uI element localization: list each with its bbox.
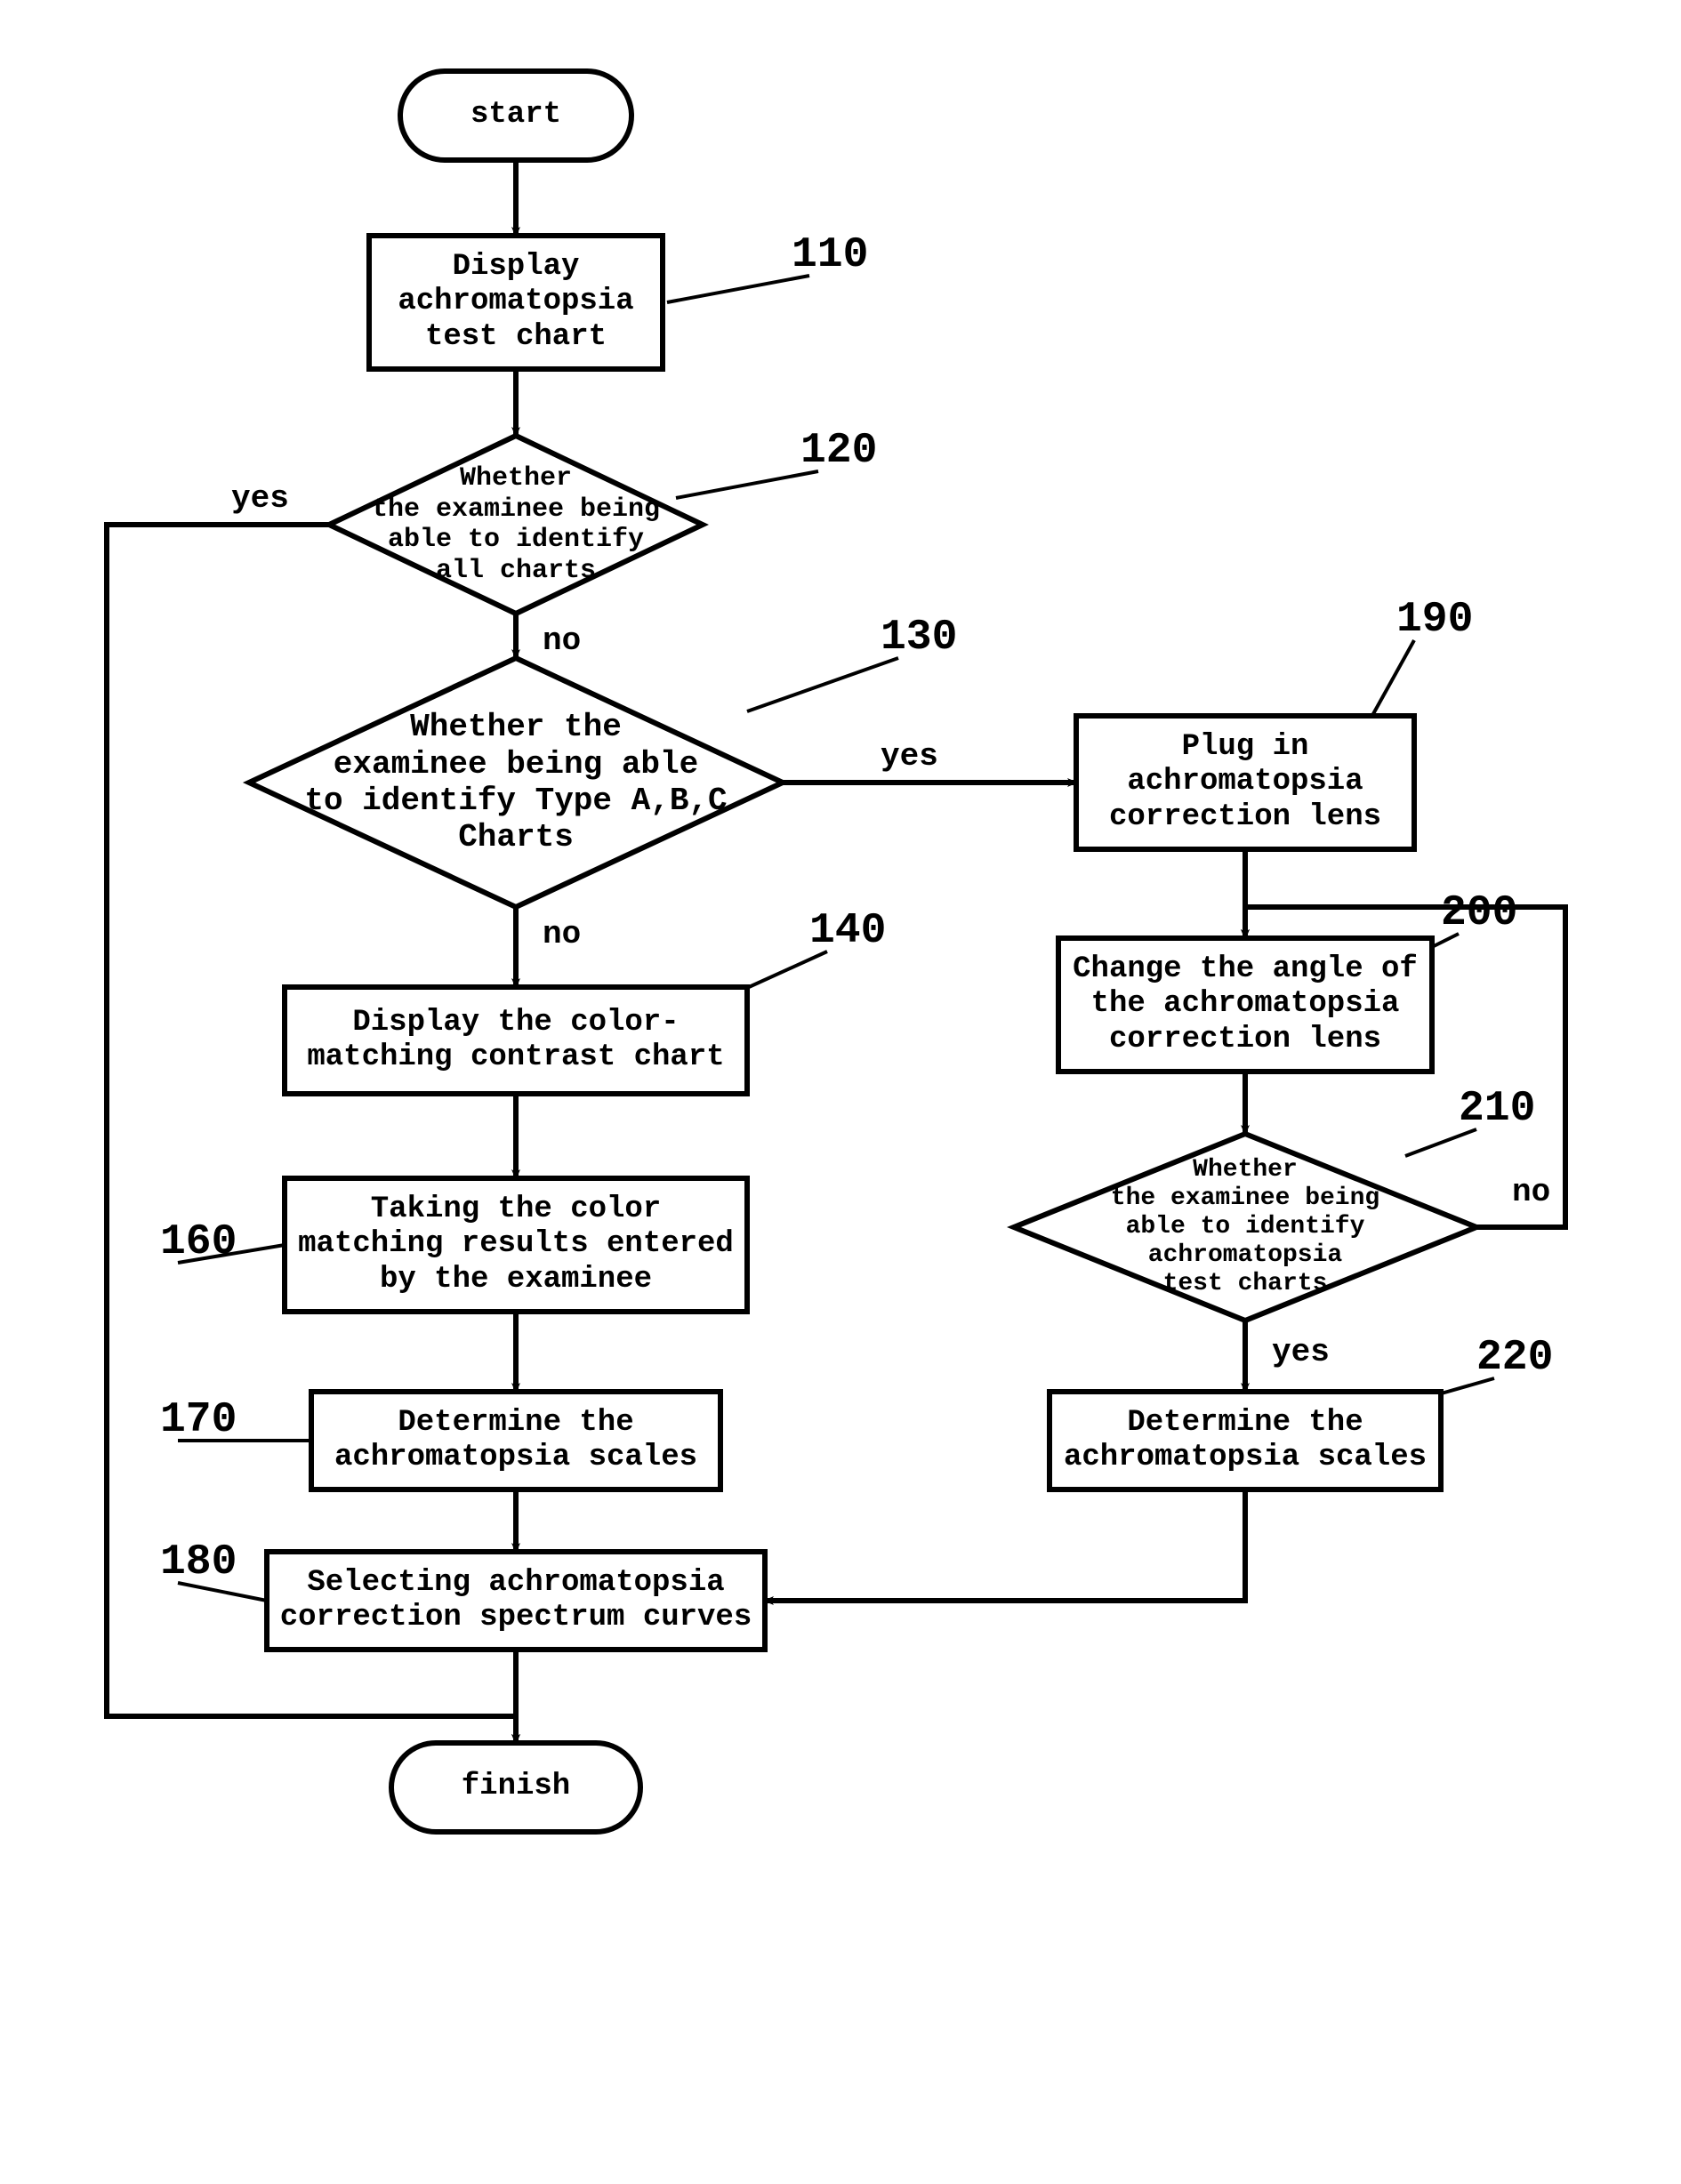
node-label-n140: Display the color- matching contrast cha… bbox=[285, 987, 747, 1094]
ref-180: 180 bbox=[160, 1538, 237, 1586]
edge-n220-n180 bbox=[765, 1489, 1245, 1601]
node-label-n130: Whether the examinee being able to ident… bbox=[270, 668, 761, 897]
ref-110: 110 bbox=[792, 231, 868, 279]
edge-label-n130-n190: yes bbox=[881, 738, 938, 775]
node-label-n190: Plug in achromatopsia correction lens bbox=[1076, 716, 1414, 849]
ref-200: 200 bbox=[1441, 889, 1517, 937]
ref-170: 170 bbox=[160, 1396, 237, 1444]
edge-label-n130-n140: no bbox=[543, 916, 581, 952]
edge-label-n210-n200: no bbox=[1512, 1174, 1550, 1210]
ref-140: 140 bbox=[809, 907, 886, 955]
ref-220: 220 bbox=[1476, 1334, 1553, 1382]
node-label-start: start bbox=[400, 71, 631, 160]
flowchart-canvas bbox=[0, 0, 1681, 2184]
node-label-n110: Display achromatopsia test chart bbox=[369, 236, 663, 369]
node-label-n210: Whether the examinee being able to ident… bbox=[1033, 1141, 1458, 1313]
node-label-finish: finish bbox=[391, 1743, 640, 1832]
node-label-n200: Change the angle of the achromatopsia co… bbox=[1058, 938, 1432, 1072]
node-label-n170: Determine the achromatopsia scales bbox=[311, 1392, 720, 1489]
node-label-n120: Whether the examinee being able to ident… bbox=[344, 443, 688, 606]
node-label-n160: Taking the color matching results entere… bbox=[285, 1178, 747, 1312]
ref-190: 190 bbox=[1396, 596, 1473, 644]
edge-label-n120-n130: no bbox=[543, 622, 581, 659]
node-label-n180: Selecting achromatopsia correction spect… bbox=[267, 1552, 765, 1650]
ref-160: 160 bbox=[160, 1218, 237, 1266]
ref-210: 210 bbox=[1459, 1085, 1535, 1133]
edge-label-n210-n220: yes bbox=[1272, 1334, 1330, 1370]
ref-120: 120 bbox=[800, 427, 877, 475]
node-label-n220: Determine the achromatopsia scales bbox=[1050, 1392, 1441, 1489]
edge-label-n120-finish: yes bbox=[231, 480, 289, 517]
ref-130: 130 bbox=[881, 614, 957, 662]
